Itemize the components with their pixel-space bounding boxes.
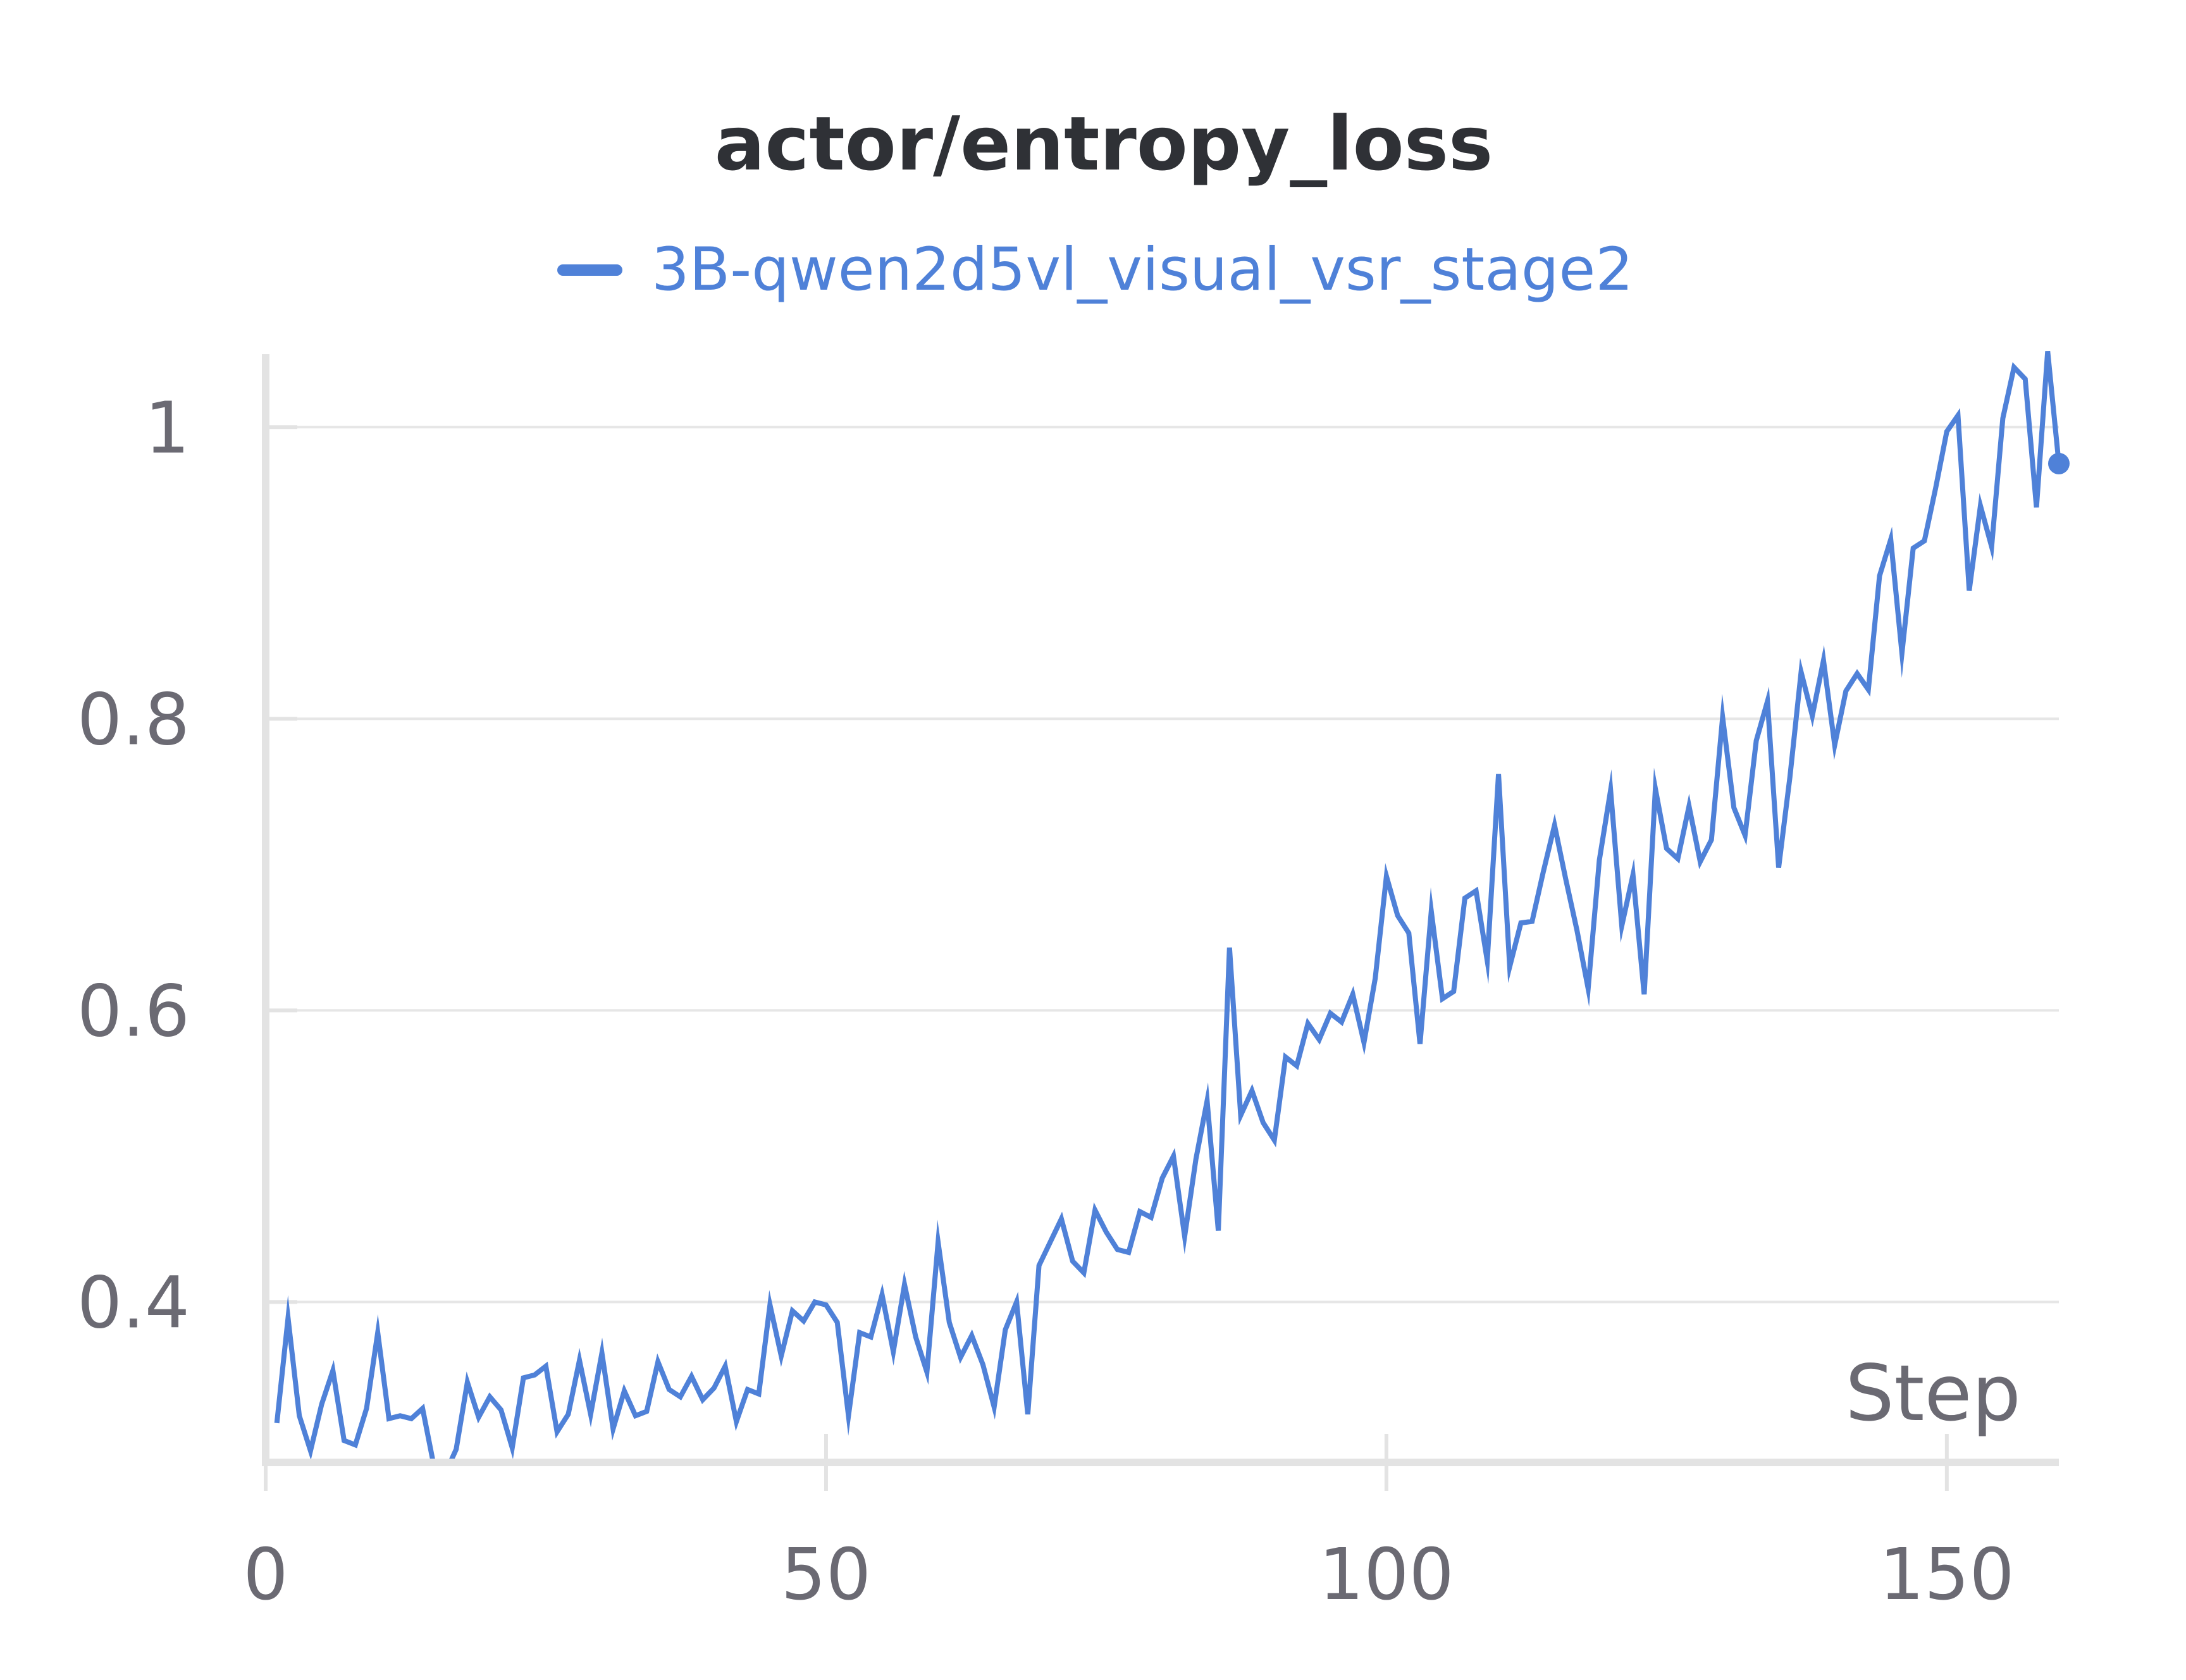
y-tick-label: 0.8 — [77, 679, 190, 761]
legend-label-series-1: 3B-qwen2d5vl_visual_vsr_stage2 — [651, 235, 1633, 304]
grid-layer — [266, 426, 2059, 1304]
last-point-marker — [2048, 452, 2070, 474]
tick-labels: 0.4 0.6 0.8 1 0 50 100 150 — [77, 387, 2015, 1616]
x-tick-label: 150 — [1879, 1534, 2015, 1616]
chart-title: actor/entropy_loss — [715, 100, 1493, 187]
y-tick-label: 0.6 — [77, 970, 190, 1053]
y-tick-label: 1 — [145, 387, 190, 469]
axes-layer — [262, 354, 2059, 1491]
series-line-1 — [274, 351, 2061, 1459]
x-tick-label: 0 — [243, 1534, 288, 1616]
series-layer — [274, 351, 2070, 1459]
x-axis-label: Step — [1845, 1349, 2021, 1438]
x-tick-label: 50 — [781, 1534, 872, 1616]
legend: 3B-qwen2d5vl_visual_vsr_stage2 — [557, 235, 1633, 304]
x-tick-label: 100 — [1319, 1534, 1454, 1616]
y-tick-label: 0.4 — [77, 1262, 190, 1344]
